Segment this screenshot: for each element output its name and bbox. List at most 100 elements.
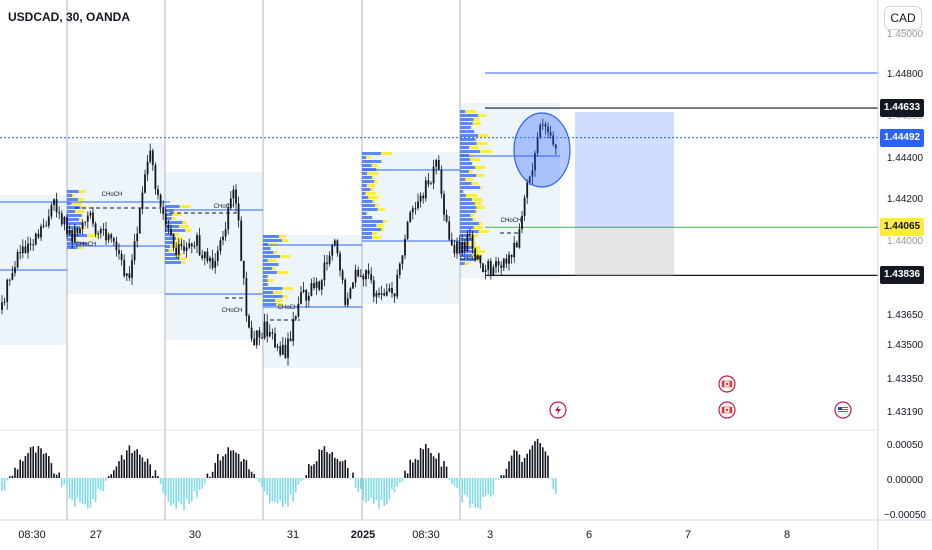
profile-bar: [362, 160, 382, 163]
profile-bar: [165, 257, 179, 260]
position-profit-zone[interactable]: [575, 112, 674, 228]
candle-body: [471, 234, 474, 249]
profile-bar: [362, 216, 373, 219]
histogram-bar: [149, 464, 151, 478]
price-tick-label: 1.43190: [887, 407, 924, 418]
time-tick-label: 31: [287, 529, 299, 541]
histogram-bar: [474, 478, 476, 508]
histogram-bar: [453, 478, 456, 486]
histogram-bar: [71, 478, 73, 500]
profile-bar: [376, 224, 384, 227]
histogram-bar: [258, 478, 261, 483]
histogram-bar: [388, 478, 391, 500]
candle-body: [515, 242, 518, 248]
top-line-level-label[interactable]: 1.44633: [880, 99, 924, 118]
histogram-bar: [53, 473, 55, 478]
histogram-bar: [401, 478, 404, 482]
oscillator-axis[interactable]: 0.00050 0.00000 −0.00050: [884, 440, 926, 521]
currency-button[interactable]: CAD: [884, 6, 922, 30]
histogram-bar: [230, 450, 232, 478]
candle-body: [474, 248, 477, 260]
profile-bar: [263, 235, 280, 238]
histogram-bar: [425, 444, 427, 478]
us-flag-event-icon[interactable]: [834, 401, 852, 419]
time-tick-label: 2025: [351, 529, 375, 541]
candle-body: [411, 208, 414, 213]
histogram-bar: [237, 453, 240, 478]
canada-flag-event-icon[interactable]: [718, 401, 736, 419]
histogram-bar: [115, 466, 118, 478]
candle-body: [138, 208, 141, 234]
symbol-title[interactable]: USDCAD, 30, OANDA: [8, 10, 131, 24]
histogram-bar: [305, 475, 307, 478]
profile-bar: [371, 232, 378, 235]
histogram-bar: [139, 454, 141, 478]
candle-body: [185, 247, 188, 251]
candle-body: [266, 321, 269, 337]
histogram-bar: [74, 478, 76, 507]
histogram-bar: [271, 478, 274, 502]
histogram-bar: [315, 461, 318, 478]
histogram-bar: [490, 478, 492, 497]
histogram-bar: [386, 478, 388, 505]
candle-body: [502, 258, 505, 268]
candle-body: [549, 132, 552, 136]
profile-bar: [67, 194, 73, 197]
time-tick-label: 8: [784, 529, 790, 541]
profile-bar: [165, 225, 180, 228]
profile-bar: [479, 150, 492, 153]
candle-body: [188, 243, 191, 248]
histogram-bar: [201, 478, 203, 489]
candle-body: [222, 236, 224, 241]
profile-bar: [72, 194, 76, 197]
current-price-label[interactable]: 1.44492: [880, 128, 924, 147]
histogram-bar: [1, 478, 3, 491]
candle-body: [482, 263, 484, 273]
profile-bar: [460, 122, 473, 125]
choch-label: CHoCH: [278, 305, 299, 311]
candle-body: [141, 192, 144, 209]
histogram-bar: [92, 478, 94, 500]
histogram-bar: [219, 460, 222, 478]
histogram-bar: [526, 453, 528, 478]
profile-bar: [478, 134, 489, 137]
histogram-bar: [159, 478, 162, 485]
histogram-bar: [477, 478, 479, 508]
histogram-bar: [334, 457, 336, 478]
profile-bar: [460, 130, 475, 133]
histogram-bar: [352, 472, 354, 478]
histogram-bar: [261, 478, 263, 488]
histogram-bar: [224, 454, 227, 478]
position-loss-zone[interactable]: [575, 228, 674, 276]
lightning-event-icon[interactable]: [549, 401, 567, 419]
histogram-bar: [458, 478, 461, 495]
time-axis[interactable]: 08:30 27 30 31 2025 08:30 3 6 7 8: [18, 529, 790, 541]
candle-body: [123, 259, 126, 276]
target-level-label[interactable]: 1.44065: [880, 218, 924, 237]
candle-body: [203, 251, 206, 259]
low-level-label[interactable]: 1.43836: [880, 266, 924, 285]
profile-bar: [165, 253, 176, 256]
candle-body: [149, 150, 152, 162]
profile-bar: [460, 254, 473, 257]
candle-body: [378, 292, 380, 295]
highlight-circle[interactable]: [513, 112, 571, 188]
profile-bar: [472, 162, 473, 165]
histogram-bar: [136, 449, 138, 478]
candle-body: [245, 278, 248, 316]
profile-bar: [267, 275, 270, 278]
candle-body: [133, 241, 136, 261]
histogram-bar: [61, 478, 63, 488]
candle-body: [255, 330, 258, 346]
canada-flag-event-icon[interactable]: [718, 375, 736, 393]
histogram-bar: [144, 461, 146, 478]
candle-body: [115, 241, 118, 251]
profile-bar: [463, 190, 465, 193]
histogram-bar: [279, 478, 281, 501]
candle-body: [393, 293, 396, 297]
profile-bar: [78, 218, 82, 221]
profile-bar: [362, 208, 378, 211]
price-tick-label: 1.44400: [887, 153, 924, 164]
price-tick-label: 1.44200: [887, 194, 924, 205]
